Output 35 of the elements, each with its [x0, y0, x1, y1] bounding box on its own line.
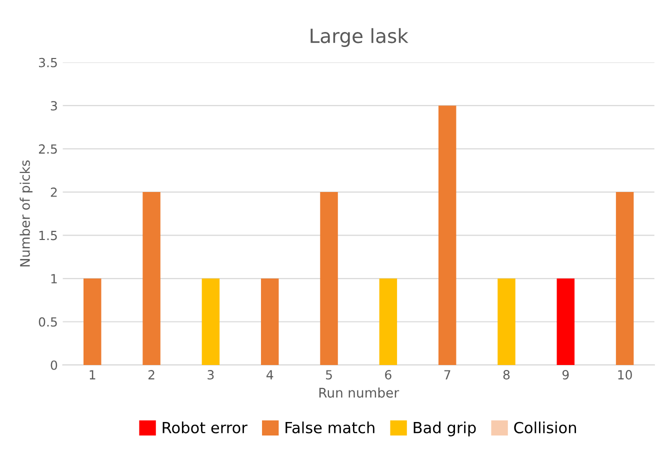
legend-label: Collision [514, 422, 576, 434]
y-tick-label: 3 [50, 101, 57, 111]
x-tick-label: 3 [208, 370, 214, 380]
x-tick-label: 7 [444, 370, 450, 380]
bar [438, 106, 456, 365]
y-axis-title: Number of picks [20, 160, 32, 266]
y-tick-label: 2 [50, 188, 57, 197]
y-tick-label: 2.5 [38, 144, 57, 154]
x-axis-title: Run number [319, 387, 400, 398]
legend-label: Bad grip [414, 422, 476, 436]
bar [142, 192, 160, 365]
x-tick-label: 1 [90, 370, 96, 380]
bar [379, 278, 398, 365]
legend-label: Robot error [162, 422, 248, 434]
x-tick-label: 5 [326, 370, 332, 380]
y-tick-label: 1 [51, 274, 57, 284]
x-tick-label: 10 [618, 370, 632, 380]
x-tick-label: 2 [148, 370, 154, 380]
bar [616, 192, 634, 365]
x-tick-label: 9 [562, 370, 569, 380]
y-tick-label: 0.5 [38, 317, 57, 327]
bar [84, 278, 102, 365]
bar [320, 192, 338, 365]
y-tick-label: 0 [50, 360, 58, 370]
bar [260, 278, 279, 365]
bar [556, 278, 575, 365]
bar [498, 278, 516, 365]
x-tick-label: 8 [503, 370, 510, 380]
y-tick-label: 1.5 [39, 230, 57, 240]
x-tick-label: 6 [385, 370, 392, 380]
bar [202, 278, 220, 365]
x-tick-label: 4 [266, 370, 274, 380]
chart-title: Large lask [310, 28, 408, 47]
y-tick-label: 3.5 [39, 58, 57, 68]
legend-label: False match [286, 422, 374, 434]
